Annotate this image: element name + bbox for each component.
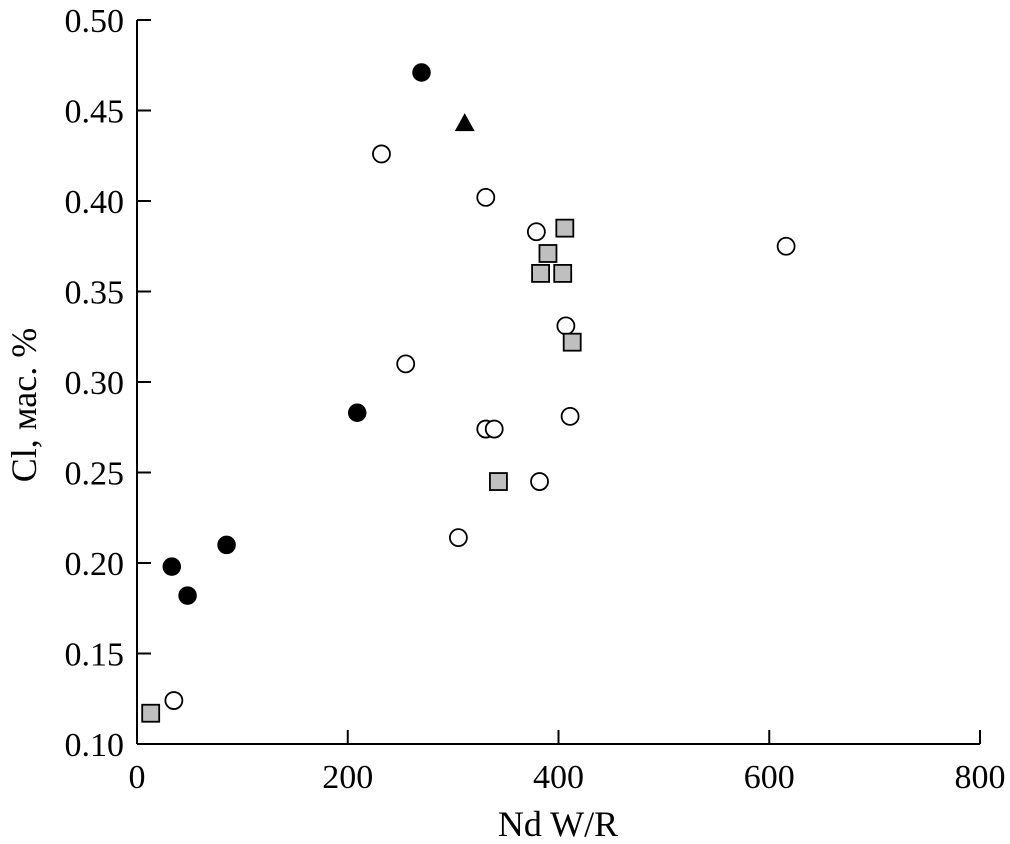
- tick-labels: 0 200 400 600 800 0.10 0.15 0.20 0.25 0.30 0.35 0.4…: [65, 3, 1006, 796]
- y-axis-title: Cl, мас. %: [4, 328, 44, 483]
- data-point-open-circle: [484, 419, 504, 439]
- data-point-gray-square: [531, 263, 550, 283]
- data-point-open-circle: [164, 691, 184, 710]
- data-point-filled-circle: [412, 63, 431, 82]
- data-point-filled-circle: [162, 557, 182, 576]
- data-point-open-circle: [476, 187, 496, 207]
- y-tick-label: 0.50: [65, 3, 125, 40]
- y-tick-label: 0.15: [65, 637, 125, 674]
- data-point-open-circle: [396, 354, 416, 374]
- data-point-filled-triangle: [454, 113, 475, 132]
- y-tick-label: 0.45: [65, 94, 125, 131]
- data-point-gray-square: [489, 472, 508, 491]
- y-tick-label: 0.25: [65, 456, 125, 493]
- data-point-open-circle: [776, 236, 796, 256]
- data-point-gray-square: [553, 263, 573, 283]
- data-points: [141, 63, 796, 723]
- data-point-open-circle: [372, 144, 391, 164]
- data-point-filled-circle: [217, 535, 236, 555]
- data-point-open-circle: [530, 472, 549, 491]
- x-tick-label: 800: [955, 759, 1006, 796]
- data-point-gray-square: [555, 218, 575, 238]
- data-point-gray-square: [562, 332, 582, 352]
- data-point-gray-square: [538, 244, 558, 263]
- x-tick-label: 0: [129, 759, 146, 796]
- y-tick-label: 0.30: [65, 365, 125, 402]
- y-tick-label: 0.20: [65, 546, 125, 583]
- data-point-filled-circle: [347, 403, 367, 423]
- x-tick-label: 400: [533, 759, 584, 796]
- data-point-gray-square: [141, 703, 161, 723]
- x-tick-label: 600: [744, 759, 795, 796]
- axes: [136, 20, 980, 745]
- x-tick-label: 200: [322, 759, 373, 796]
- y-tick-label: 0.40: [65, 184, 125, 221]
- data-point-open-circle: [556, 316, 576, 336]
- data-point-open-circle: [448, 528, 468, 548]
- data-point-open-circle: [526, 222, 546, 242]
- ticks: [136, 19, 981, 745]
- x-axis-title: Nd W/R: [498, 804, 618, 844]
- y-tick-label: 0.35: [65, 275, 125, 312]
- data-point-open-circle: [560, 406, 580, 426]
- y-tick-label: 0.10: [65, 727, 125, 764]
- data-point-filled-circle: [178, 586, 197, 605]
